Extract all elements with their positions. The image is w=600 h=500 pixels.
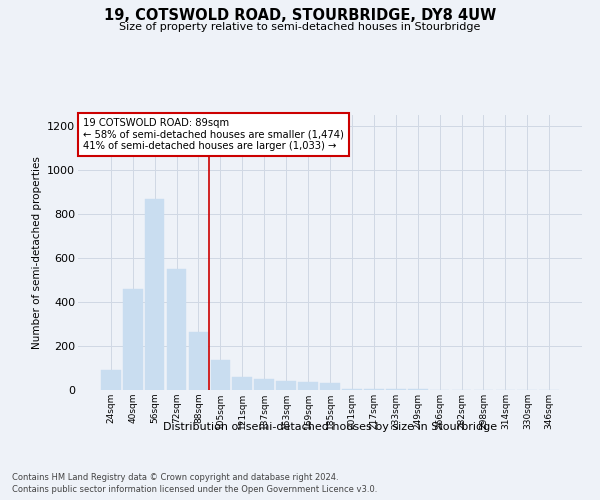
Bar xyxy=(123,289,143,390)
Bar xyxy=(320,384,340,390)
Bar xyxy=(254,379,274,390)
Bar xyxy=(188,332,208,390)
Text: Distribution of semi-detached houses by size in Stourbridge: Distribution of semi-detached houses by … xyxy=(163,422,497,432)
Text: Contains public sector information licensed under the Open Government Licence v3: Contains public sector information licen… xyxy=(12,485,377,494)
Bar xyxy=(342,389,362,390)
Bar xyxy=(167,269,187,390)
Text: 19, COTSWOLD ROAD, STOURBRIDGE, DY8 4UW: 19, COTSWOLD ROAD, STOURBRIDGE, DY8 4UW xyxy=(104,8,496,22)
Bar xyxy=(298,382,318,390)
Text: Contains HM Land Registry data © Crown copyright and database right 2024.: Contains HM Land Registry data © Crown c… xyxy=(12,472,338,482)
Text: 19 COTSWOLD ROAD: 89sqm
← 58% of semi-detached houses are smaller (1,474)
41% of: 19 COTSWOLD ROAD: 89sqm ← 58% of semi-de… xyxy=(83,118,344,151)
Bar xyxy=(101,370,121,390)
Bar xyxy=(232,377,252,390)
Text: Size of property relative to semi-detached houses in Stourbridge: Size of property relative to semi-detach… xyxy=(119,22,481,32)
Bar xyxy=(145,198,164,390)
Bar xyxy=(211,360,230,390)
Bar xyxy=(276,381,296,390)
Bar xyxy=(364,389,384,390)
Y-axis label: Number of semi-detached properties: Number of semi-detached properties xyxy=(32,156,41,349)
